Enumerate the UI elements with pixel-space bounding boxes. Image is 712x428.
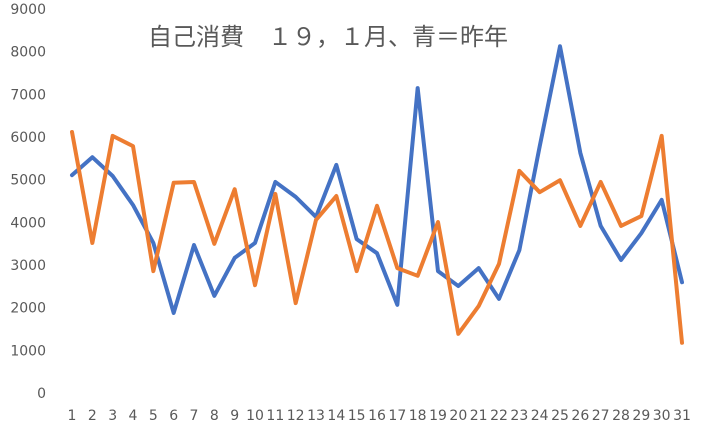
x-tick-label: 27	[592, 408, 610, 424]
series-line	[70, 44, 684, 315]
x-tick-label: 7	[190, 408, 199, 424]
x-tick-label: 1	[68, 408, 77, 424]
x-tick-label: 20	[449, 408, 467, 424]
y-tick-label: 0	[37, 386, 46, 402]
y-tick-label: 4000	[10, 215, 46, 231]
x-tick-label: 18	[409, 408, 427, 424]
y-tick-label: 3000	[10, 258, 46, 274]
x-tick-label: 22	[490, 408, 508, 424]
x-tick-label: 15	[348, 408, 366, 424]
series-line	[70, 130, 684, 345]
x-tick-label: 26	[571, 408, 589, 424]
x-tick-label: 11	[266, 408, 284, 424]
x-tick-label: 30	[653, 408, 671, 424]
x-tick-label: 4	[129, 408, 138, 424]
x-tick-label: 6	[169, 408, 178, 424]
x-tick-label: 9	[230, 408, 239, 424]
x-tick-label: 3	[108, 408, 117, 424]
y-tick-label: 1000	[10, 343, 46, 359]
y-tick-label: 7000	[10, 87, 46, 103]
chart-title: 自己消費 １９，１月、青＝昨年	[148, 23, 508, 51]
x-tick-label: 23	[510, 408, 528, 424]
x-tick-label: 19	[429, 408, 447, 424]
x-tick-label: 21	[470, 408, 488, 424]
x-tick-label: 31	[673, 408, 691, 424]
x-tick-label: 16	[368, 408, 386, 424]
x-tick-label: 29	[632, 408, 650, 424]
x-tick-label: 5	[149, 408, 158, 424]
x-tick-label: 28	[612, 408, 630, 424]
y-tick-label: 6000	[10, 130, 46, 146]
y-tick-label: 5000	[10, 173, 46, 189]
x-tick-label: 12	[287, 408, 305, 424]
x-tick-label: 10	[246, 408, 264, 424]
y-tick-label: 2000	[10, 301, 46, 317]
y-tick-label: 8000	[10, 45, 46, 61]
x-tick-label: 14	[327, 408, 345, 424]
x-tick-label: 25	[551, 408, 569, 424]
x-tick-label: 17	[388, 408, 406, 424]
y-tick-label: 9000	[10, 2, 46, 18]
x-tick-label: 8	[210, 408, 219, 424]
x-tick-label: 2	[88, 408, 97, 424]
x-tick-label: 13	[307, 408, 325, 424]
x-tick-label: 24	[531, 408, 549, 424]
